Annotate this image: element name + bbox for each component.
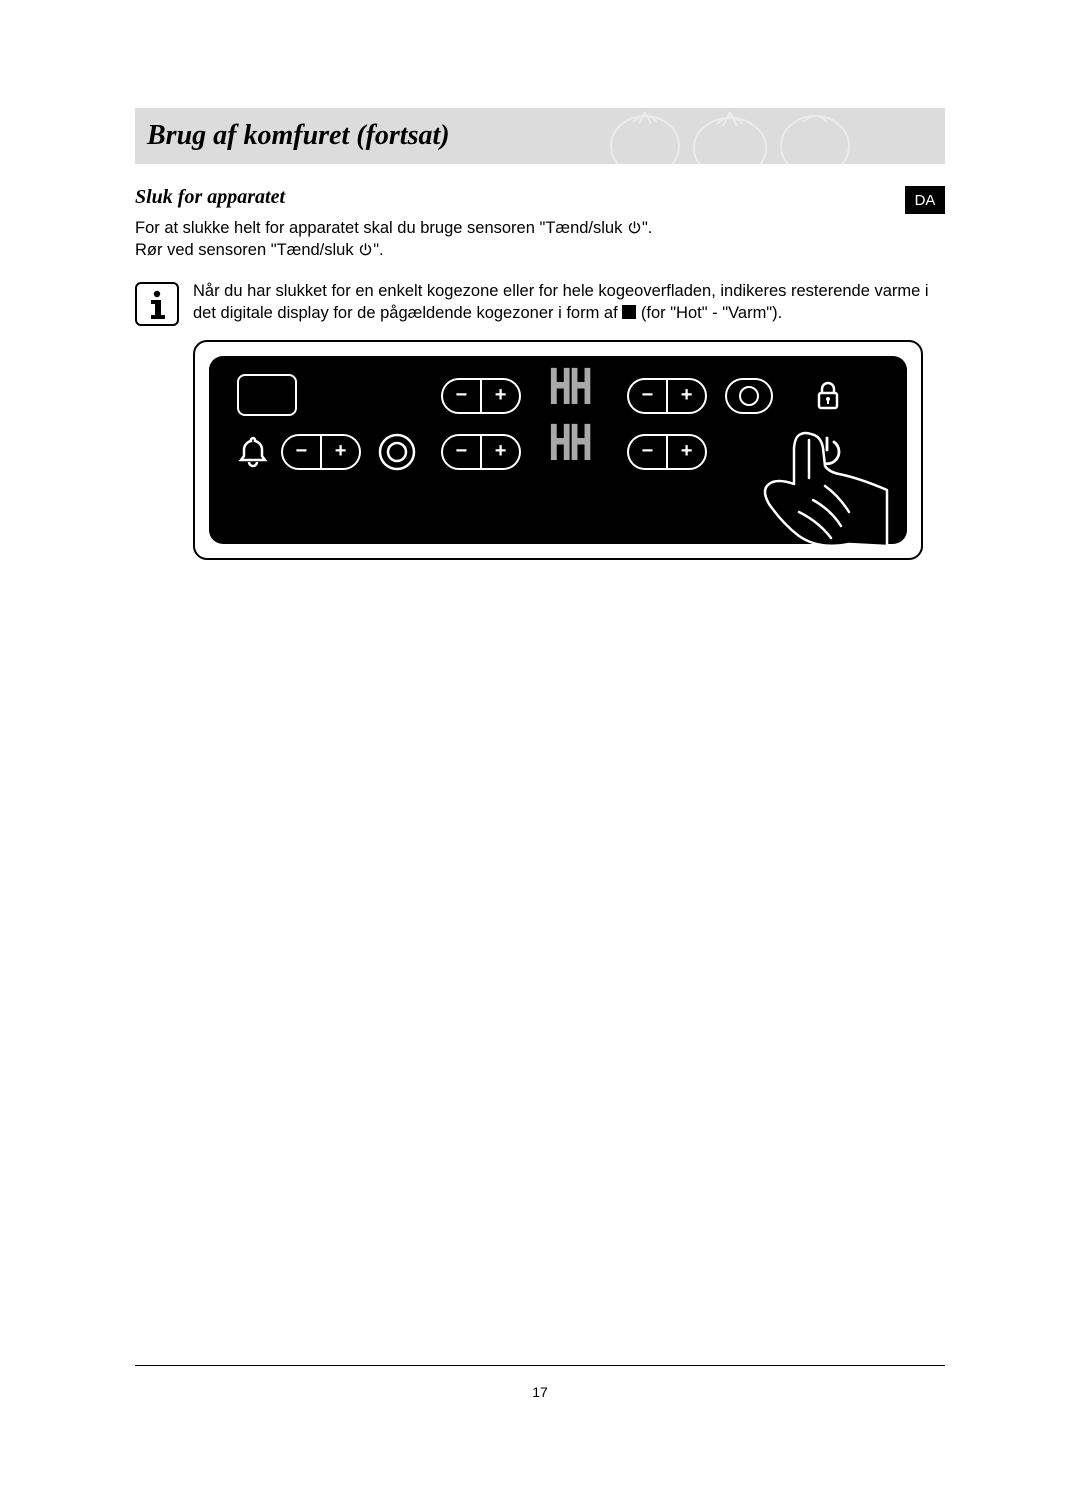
info-text-b: (for "Hot" - "Varm"). xyxy=(636,304,782,322)
concentric-icon xyxy=(377,432,417,472)
zone-control-5[interactable]: − + xyxy=(627,434,707,470)
timer-button[interactable] xyxy=(237,434,269,473)
body-line-1a: For at slukke helt for apparatet skal du… xyxy=(135,219,627,237)
plus-button[interactable]: + xyxy=(668,384,705,407)
info-icon xyxy=(135,282,179,326)
control-panel-frame: − + HH − + xyxy=(193,340,923,560)
minus-button[interactable]: − xyxy=(443,440,480,463)
minus-button[interactable]: − xyxy=(629,384,666,407)
hot-indicator-bottom: HH xyxy=(548,415,590,478)
timer-display xyxy=(237,374,297,416)
content-left: Sluk for apparatet For at slukke helt fo… xyxy=(135,186,891,262)
minus-button[interactable]: − xyxy=(283,440,320,463)
plus-button[interactable]: + xyxy=(482,384,519,407)
language-badge: DA xyxy=(905,186,945,214)
minus-button[interactable]: − xyxy=(629,440,666,463)
dual-zone-button[interactable] xyxy=(725,378,773,414)
page-number: 17 xyxy=(532,1384,548,1400)
hot-indicator-square xyxy=(622,305,636,319)
minus-button[interactable]: − xyxy=(443,384,480,407)
zone-control-4[interactable]: − + xyxy=(441,434,521,470)
hot-indicator-top: HH xyxy=(548,359,590,422)
lock-button[interactable] xyxy=(809,376,847,414)
hand-illustration xyxy=(739,426,889,546)
zone-control-2[interactable]: − + xyxy=(627,378,707,414)
bell-icon xyxy=(237,434,269,468)
lock-icon xyxy=(814,379,842,411)
content-row: Sluk for apparatet For at slukke helt fo… xyxy=(135,186,945,262)
subheading: Sluk for apparatet xyxy=(135,186,891,209)
body-line-2: Rør ved sensoren "Tænd/sluk ". xyxy=(135,239,891,261)
body-line-2b: ". xyxy=(373,241,383,259)
body-line-1: For at slukke helt for apparatet skal du… xyxy=(135,217,891,239)
power-icon xyxy=(627,220,642,235)
zone-control-1[interactable]: − + xyxy=(441,378,521,414)
page-content: Brug af komfuret (fortsat) Sluk for appa… xyxy=(135,0,945,560)
plus-button[interactable]: + xyxy=(322,440,359,463)
body-line-2a: Rør ved sensoren "Tænd/sluk xyxy=(135,241,358,259)
body-line-1b: ". xyxy=(642,219,652,237)
zone-control-3[interactable]: − + xyxy=(281,434,361,470)
zone-select-button[interactable] xyxy=(377,432,417,472)
info-text-a: Når du har slukket for en enkelt kogezon… xyxy=(193,282,929,322)
info-row: Når du har slukket for en enkelt kogezon… xyxy=(135,280,945,326)
plus-button[interactable]: + xyxy=(482,440,519,463)
section-header: Brug af komfuret (fortsat) xyxy=(135,108,945,164)
page-footer: 17 xyxy=(135,1365,945,1400)
section-title: Brug af komfuret (fortsat) xyxy=(147,120,450,152)
info-text: Når du har slukket for en enkelt kogezon… xyxy=(193,280,945,325)
control-panel: − + HH − + xyxy=(209,356,907,544)
plus-button[interactable]: + xyxy=(668,440,705,463)
power-icon xyxy=(358,242,373,257)
tomato-decoration xyxy=(595,108,855,164)
